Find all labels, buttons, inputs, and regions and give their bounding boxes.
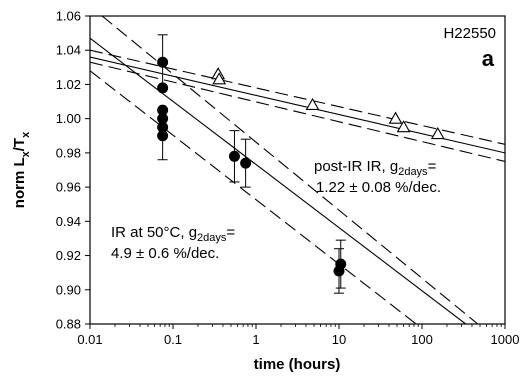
x-tick-label: 10 xyxy=(332,332,346,347)
fit-lines xyxy=(90,16,505,324)
y-tick-label: 0.94 xyxy=(56,214,81,229)
data-point-circle xyxy=(157,82,169,94)
y-tick-label: 0.90 xyxy=(56,282,81,297)
confidence-line-series-1-0 xyxy=(90,49,505,145)
y-tick-label: 1.02 xyxy=(56,77,81,92)
data-point-circle xyxy=(228,150,240,162)
ir50-annotation-line2: 4.9 ± 0.6 %/dec. xyxy=(111,245,219,262)
x-tick-label: 0.1 xyxy=(164,332,182,347)
x-axis-title: time (hours) xyxy=(254,356,341,373)
y-tick-label: 0.98 xyxy=(56,145,81,160)
data-point-triangle xyxy=(388,111,403,124)
data-point-triangle xyxy=(305,97,320,111)
plot-area-frame xyxy=(89,15,506,325)
confidence-line-series-1-1 xyxy=(90,61,505,162)
data-markers xyxy=(157,56,445,277)
panel-letter: a xyxy=(482,46,495,71)
ir50-annotation-line1: IR at 50°C, g2days= xyxy=(111,224,235,244)
fit-line-series-0 xyxy=(90,37,467,324)
data-point-triangle xyxy=(212,72,227,85)
y-axis-title: norm Lx/Tx xyxy=(11,131,32,208)
y-tick-label: 0.88 xyxy=(56,317,81,332)
data-point-circle xyxy=(157,56,169,68)
x-axis-ticks: 0.01 0.1 1 10 100 1000 xyxy=(77,324,519,347)
data-point-triangle xyxy=(430,126,445,140)
confidence-line-series-0-1 xyxy=(90,70,417,324)
y-tick-label: 1.00 xyxy=(56,111,81,126)
x-tick-label: 100 xyxy=(411,332,433,347)
x-tick-label: 0.01 xyxy=(77,332,102,347)
y-tick-label: 1.06 xyxy=(56,9,81,24)
y-tick-label: 1.04 xyxy=(56,43,81,58)
data-point-circle xyxy=(335,258,347,270)
y-tick-label: 0.96 xyxy=(56,180,81,195)
post-ir-annotation-line1: post-IR IR, g2days= xyxy=(314,158,437,178)
y-tick-label: 0.92 xyxy=(56,248,81,263)
sample-id-label: H22550 xyxy=(443,25,496,42)
data-point-circle xyxy=(157,130,169,142)
data-point-circle xyxy=(240,157,252,169)
x-tick-label: 1000 xyxy=(491,332,520,347)
data-point-triangle xyxy=(396,120,411,133)
y-axis-ticks: 0.88 0.90 0.92 0.94 0.96 0.98 1.00 1.02 1.04 1.06 xyxy=(56,9,90,332)
x-tick-label: 1 xyxy=(252,332,259,347)
post-ir-annotation-line2: 1.22 ± 0.08 %/dec. xyxy=(316,179,441,196)
